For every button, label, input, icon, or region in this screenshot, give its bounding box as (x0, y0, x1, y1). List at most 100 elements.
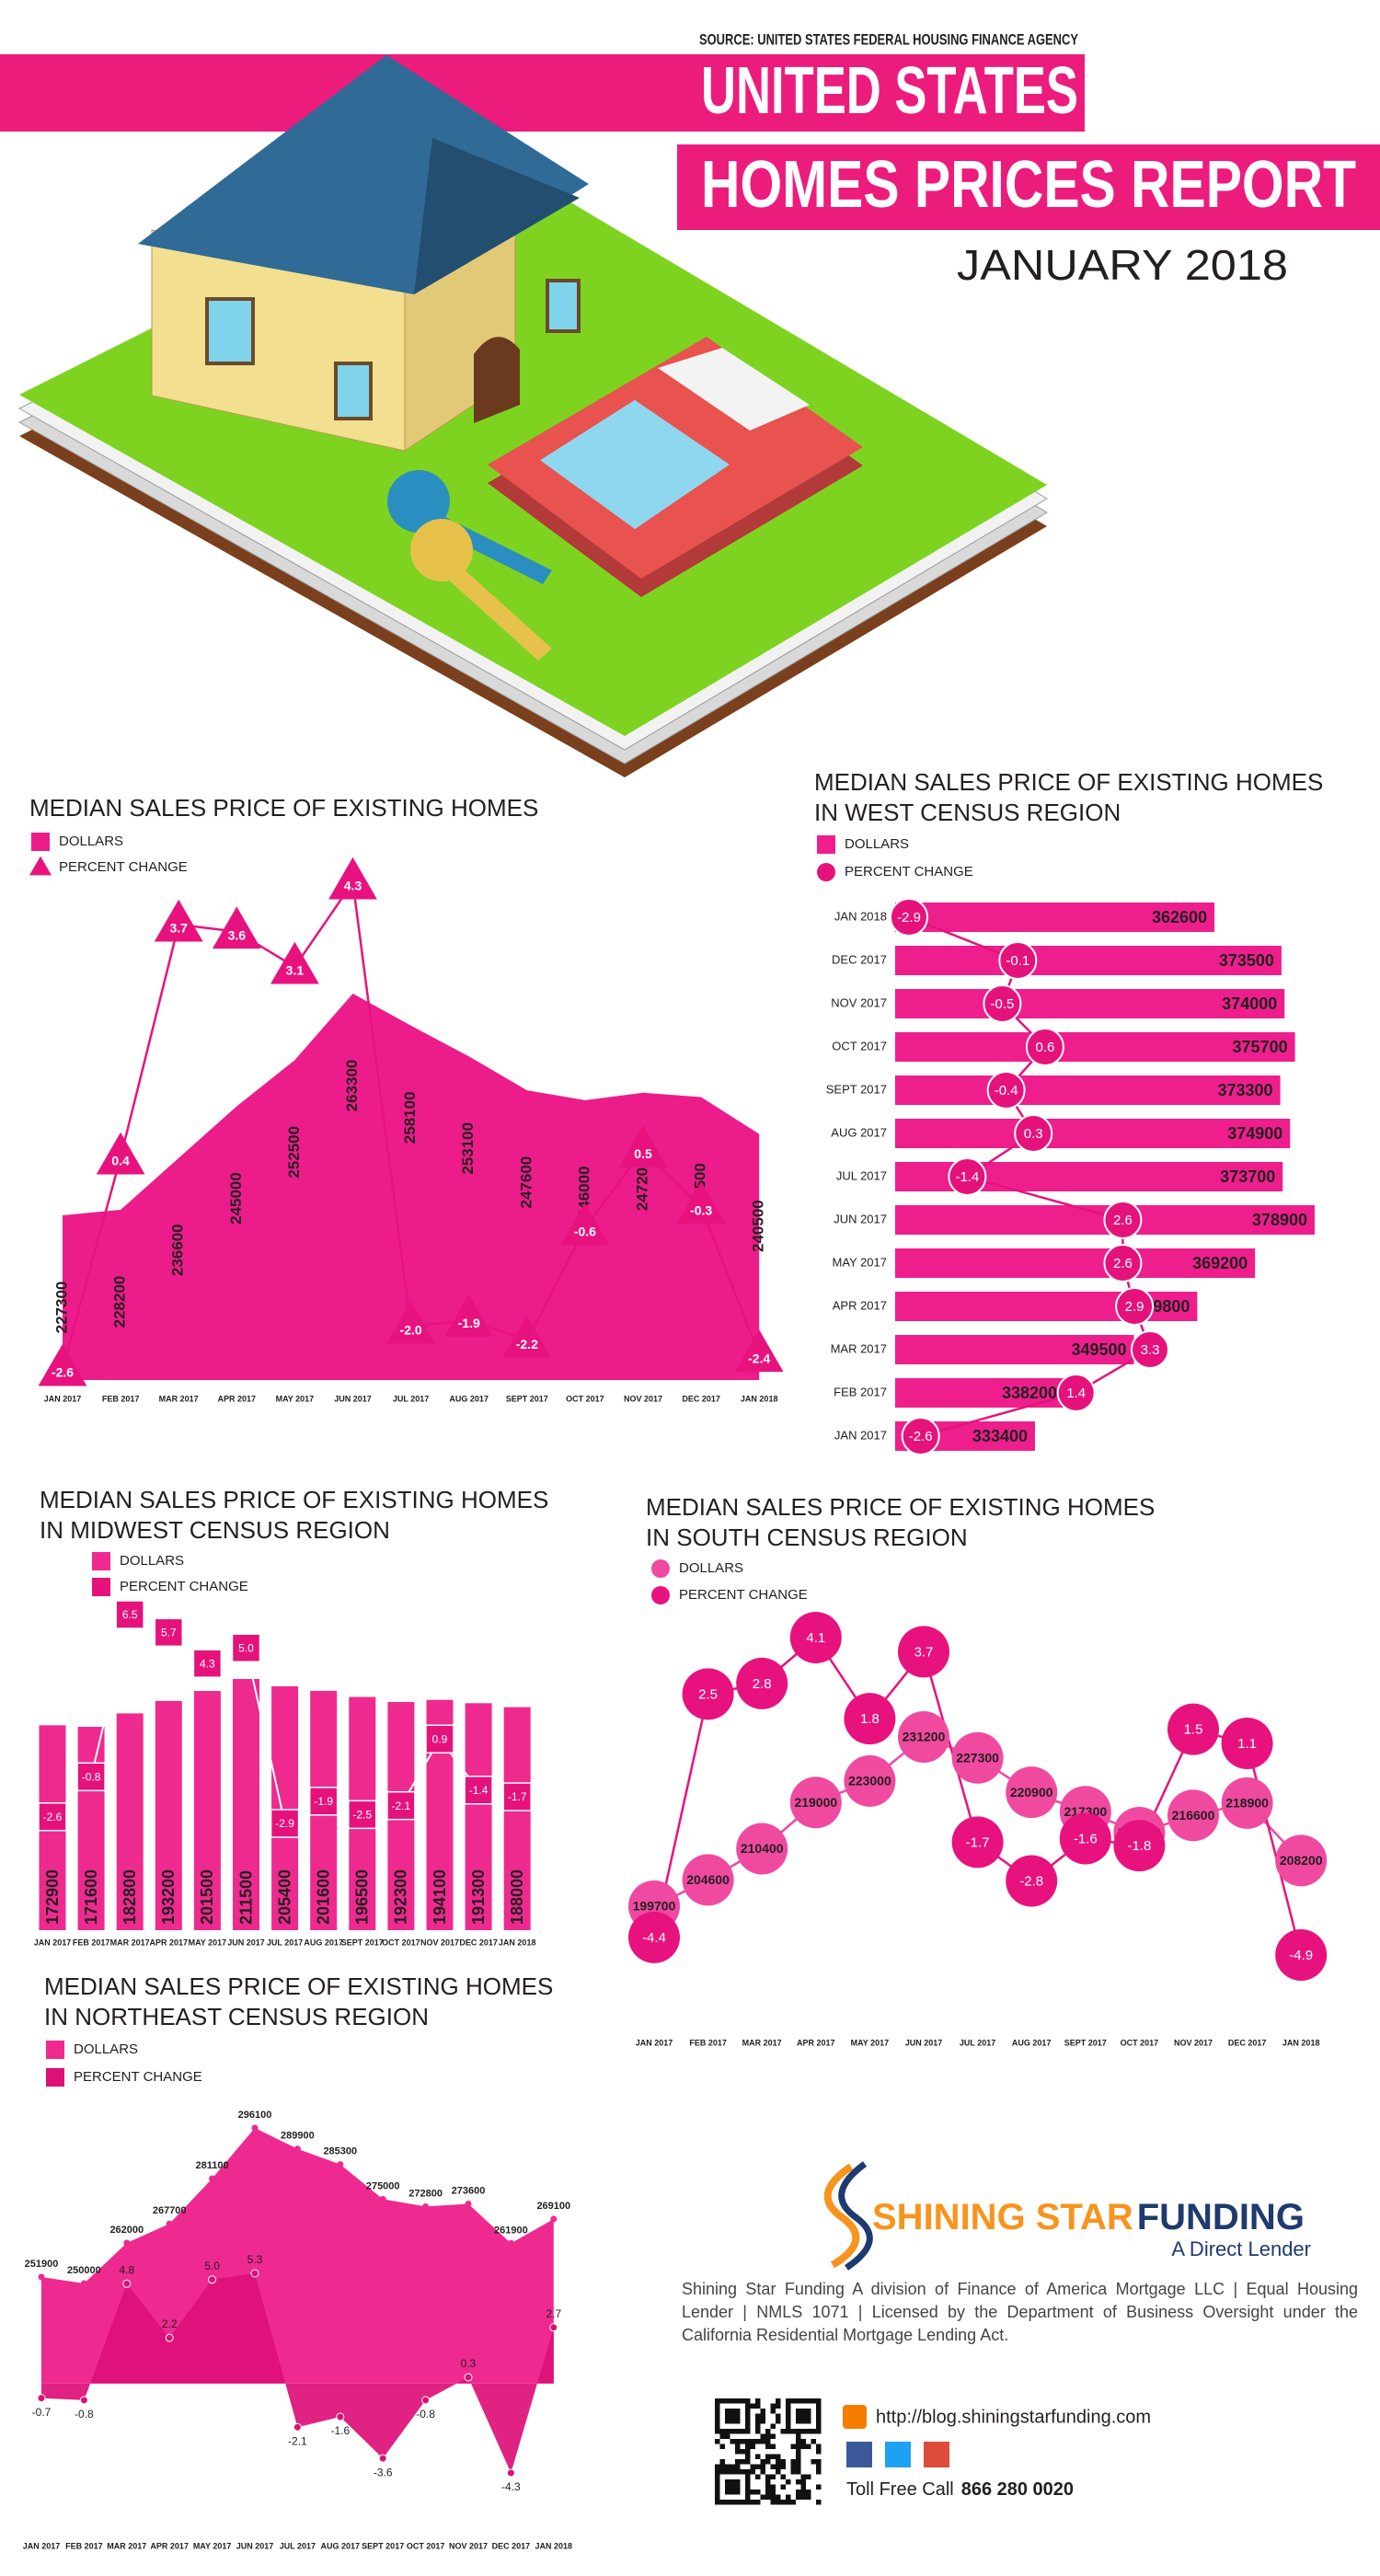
legend-label: PERCENT CHANGE (120, 1579, 248, 1594)
x-tick-label: FEB 2017 (73, 1938, 110, 1947)
data-label: -4.9 (1289, 1948, 1313, 1963)
percent-marker (270, 941, 319, 984)
bar (271, 1685, 299, 1930)
data-label: 296100 (238, 2110, 272, 2121)
data-label: 219000 (794, 1795, 837, 1810)
point (293, 2145, 301, 2153)
percent-marker (560, 1202, 610, 1246)
qr-cell (770, 2484, 776, 2490)
dollar-marker (951, 1731, 1004, 1784)
brand-part: SHINING STAR (872, 2197, 1133, 2237)
percent-marker (618, 1125, 668, 1167)
qr-cell (770, 2409, 776, 2414)
qr-cell (745, 2398, 751, 2404)
qr-cell (806, 2413, 811, 2419)
data-label: 375700 (1233, 1038, 1288, 1056)
qr-cell (776, 2419, 781, 2424)
qr-cell (740, 2500, 745, 2505)
qr-cell (800, 2479, 806, 2485)
legend-marker (817, 835, 835, 854)
qr-cell (786, 2423, 791, 2429)
qr-cell (730, 2469, 735, 2475)
qr-cell (765, 2433, 771, 2439)
x-tick-label: SEPT 2017 (1064, 2038, 1107, 2047)
key (446, 566, 552, 661)
legend-label: PERCENT CHANGE (74, 2069, 202, 2085)
data-label: 182800 (121, 1869, 139, 1925)
data-label: -2.9 (275, 1817, 294, 1830)
qr-cell (725, 2500, 730, 2505)
qr-cell (796, 2454, 801, 2459)
qr-cell (725, 2464, 730, 2469)
percent-marker (1006, 1855, 1058, 1907)
qr-cell (806, 2494, 811, 2500)
qr-cell (770, 2464, 776, 2469)
y-tick-label: SEPT 2017 (826, 1082, 887, 1096)
qr-cell (800, 2439, 806, 2444)
data-label: 6.5 (122, 1608, 138, 1621)
data-label: 2.5 (698, 1686, 718, 1702)
qr-cell (740, 2398, 745, 2404)
logo-stripe (838, 2161, 873, 2271)
percent-marker (682, 1668, 734, 1720)
qr-cell (796, 2398, 801, 2404)
qr-cell (786, 2413, 791, 2419)
qr-cell (796, 2494, 801, 2500)
data-label: 2.2 (162, 2317, 178, 2330)
data-label: 228200 (111, 1276, 129, 1328)
qr-cell (816, 2500, 822, 2505)
data-label: 272800 (408, 2188, 443, 2199)
data-label: 1.4 (1066, 1386, 1086, 1401)
x-tick-label: OCT 2017 (1121, 2038, 1159, 2047)
data-label: 369200 (1192, 1254, 1248, 1272)
legend-label: PERCENT CHANGE (845, 864, 973, 880)
percent-marker (386, 1301, 435, 1344)
house-illustration (17, 55, 1048, 777)
dollar-marker (1167, 1789, 1219, 1842)
data-label: 218900 (1225, 1796, 1269, 1811)
x-tick-label: NOV 2017 (420, 1938, 459, 1947)
x-tick-label: FEB 2017 (102, 1394, 140, 1403)
y-tick-label: APR 2017 (833, 1298, 887, 1312)
qr-cell (776, 2464, 781, 2469)
x-tick-label: AUG 2017 (321, 2541, 361, 2550)
percent-marker (348, 1800, 377, 1830)
point (165, 2333, 174, 2342)
data-label: -2.6 (43, 1811, 63, 1823)
bar (503, 1707, 531, 1930)
qr-cell (715, 2500, 720, 2505)
window (334, 362, 373, 420)
qr-cell (811, 2398, 816, 2404)
window (546, 279, 581, 333)
qr-cell (796, 2469, 801, 2475)
qr-cell (776, 2459, 781, 2465)
dollar-marker (736, 1823, 788, 1875)
x-tick-label: JAN 2017 (636, 2038, 673, 2047)
qr-cell (715, 2419, 720, 2424)
qr-cell (735, 2439, 741, 2444)
qr-cell (796, 2433, 801, 2439)
data-label: 1.8 (860, 1711, 880, 1727)
percent-marker (76, 1762, 106, 1792)
qr-cell (719, 2398, 725, 2404)
qr-cell (780, 2484, 786, 2490)
bar (233, 1679, 259, 1930)
qr-cell (796, 2419, 801, 2424)
qr-cell (796, 2429, 801, 2434)
chart-subtitle: IN SOUTH CENSUS REGION (646, 1524, 968, 1551)
qr-cell (790, 2444, 796, 2449)
chart-title: MEDIAN SALES PRICE OF EXISTING HOMES (40, 1486, 548, 1513)
toll-free-label: Toll Free Call (846, 2479, 954, 2500)
data-label: 378900 (1252, 1211, 1307, 1229)
data-label: 349500 (1071, 1340, 1126, 1359)
qr-cell (725, 2433, 730, 2439)
data-label: 188000 (508, 1869, 526, 1925)
x-tick-label: JUL 2017 (960, 2038, 995, 2047)
x-tick-label: DEC 2017 (682, 1394, 720, 1403)
qr-cell (760, 2419, 765, 2424)
qr-cell (811, 2439, 816, 2444)
data-label: -0.8 (75, 2408, 94, 2421)
percent-marker (789, 1612, 842, 1663)
qr-cell (780, 2459, 786, 2465)
point (250, 2269, 259, 2278)
